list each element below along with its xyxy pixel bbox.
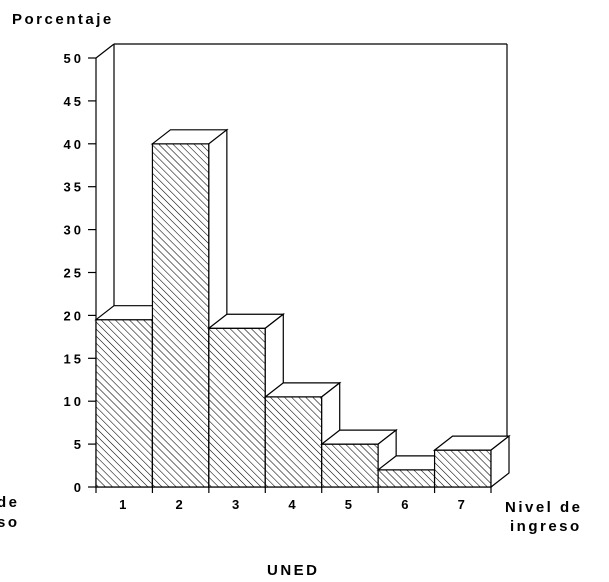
bar-front <box>95 319 154 488</box>
y-tick-label: 45 <box>64 94 84 109</box>
chart-bottom-label: UNED <box>267 562 320 579</box>
y-tick-label: 15 <box>64 351 84 366</box>
x-tick-label: 3 <box>232 497 242 512</box>
x-tick-label: 2 <box>176 497 186 512</box>
y-tick-label: 30 <box>64 223 84 238</box>
bar-front <box>264 396 323 488</box>
bar-front <box>377 469 436 488</box>
y-tick-label: 50 <box>64 51 84 66</box>
y-axis-title: Porcentaje <box>12 11 114 28</box>
y-tick-label: 5 <box>74 437 84 452</box>
bar-front <box>321 443 379 488</box>
y-tick-label: 35 <box>64 180 84 195</box>
bar <box>432 434 511 489</box>
x-tick-label: 5 <box>345 497 355 512</box>
x-axis-tick-labels: 1 2 3 4 5 6 7 <box>95 487 492 512</box>
x-tick-label: 7 <box>458 497 468 512</box>
bar-front <box>208 327 266 488</box>
side-wall-top-edge <box>95 43 115 59</box>
x-tick-label: 6 <box>401 497 411 512</box>
bar-side <box>490 434 510 489</box>
y-tick-label: 0 <box>74 480 84 495</box>
x-axis-title-left-partial-line2: so <box>0 514 20 531</box>
x-tick-label: 1 <box>119 497 129 512</box>
y-axis-ticks: 0 5 10 15 20 25 30 35 40 45 50 <box>64 51 96 495</box>
y-tick-label: 40 <box>64 137 84 152</box>
y-tick-label: 10 <box>64 394 84 409</box>
bar-front <box>151 143 210 488</box>
bar-front <box>433 449 492 488</box>
x-tick-label: 4 <box>288 497 298 512</box>
x-axis-title-left-partial-line1: de <box>0 494 20 511</box>
y-tick-label: 25 <box>64 266 84 281</box>
bars-group <box>94 128 511 489</box>
bar <box>150 128 229 489</box>
x-axis-title-right-line2: ingreso <box>510 518 582 535</box>
x-axis-title-right-line1: Nivel de <box>505 499 583 516</box>
y-tick-label: 20 <box>64 308 84 323</box>
